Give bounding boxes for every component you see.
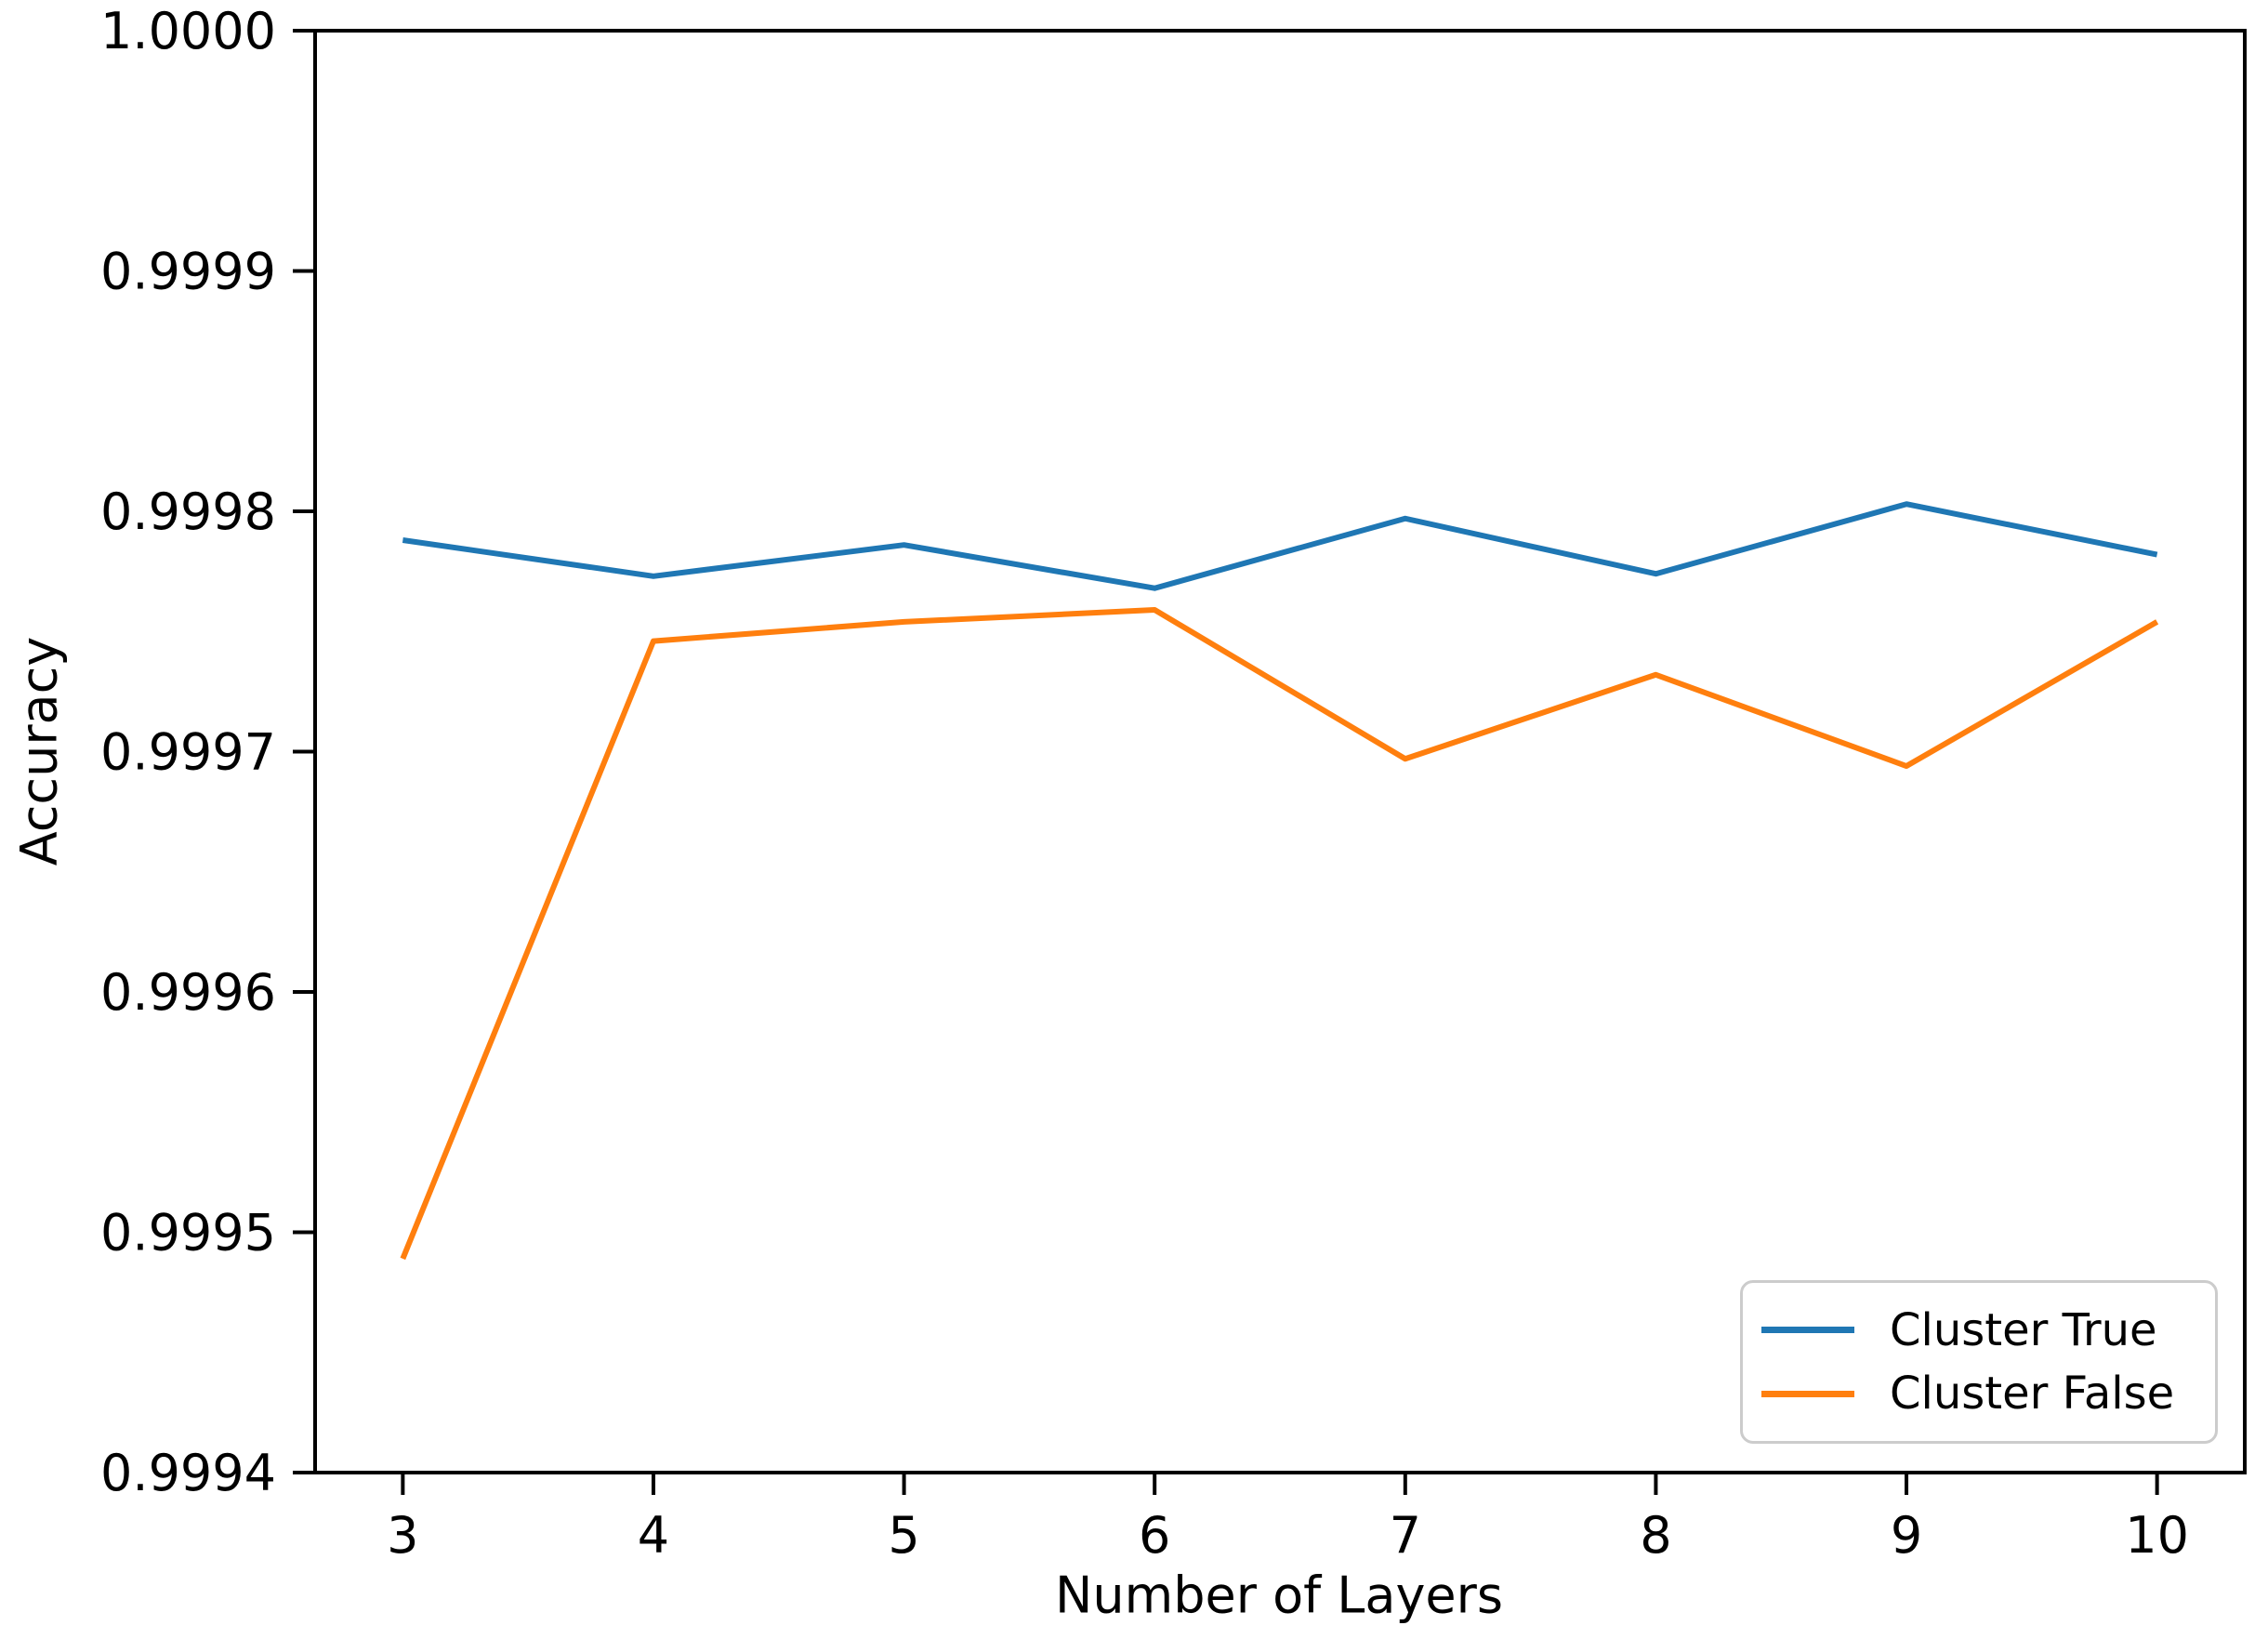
y-tick-label: 0.9998 xyxy=(100,482,276,541)
y-tick-label: 0.9996 xyxy=(100,963,276,1022)
x-tick-label: 4 xyxy=(638,1506,669,1565)
x-axis-title: Number of Layers xyxy=(1055,1566,1503,1625)
series-line-cluster-true xyxy=(402,501,2158,591)
y-tick-label: 0.9995 xyxy=(100,1204,276,1262)
legend-label-cluster-true: Cluster True xyxy=(1890,1303,2157,1356)
x-tick-label: 10 xyxy=(2125,1506,2189,1565)
y-tick-label: 0.9997 xyxy=(100,723,276,782)
axes-frame xyxy=(313,29,2247,1474)
x-tick-label: 8 xyxy=(1640,1506,1671,1565)
y-tick-label: 0.9999 xyxy=(100,243,276,301)
x-tick-label: 3 xyxy=(387,1506,418,1565)
x-tick-label: 9 xyxy=(1891,1506,1922,1565)
series-line-cluster-false xyxy=(400,606,2159,1261)
legend-label-cluster-false: Cluster False xyxy=(1890,1368,2175,1421)
legend-item-cluster-false: Cluster False xyxy=(1743,1371,2215,1416)
x-tick-label: 5 xyxy=(888,1506,919,1565)
y-tick-label: 1.0000 xyxy=(100,2,276,60)
legend-line-cluster-false xyxy=(1761,1390,1854,1397)
x-tick-label: 7 xyxy=(1390,1506,1421,1565)
y-tick-label: 0.9994 xyxy=(100,1444,276,1502)
y-axis-title: Accuracy xyxy=(9,636,69,866)
legend-item-cluster-true: Cluster True xyxy=(1743,1308,2215,1353)
x-tick-label: 6 xyxy=(1139,1506,1170,1565)
legend: Cluster True Cluster False xyxy=(1740,1280,2218,1444)
legend-line-cluster-true xyxy=(1761,1327,1854,1334)
